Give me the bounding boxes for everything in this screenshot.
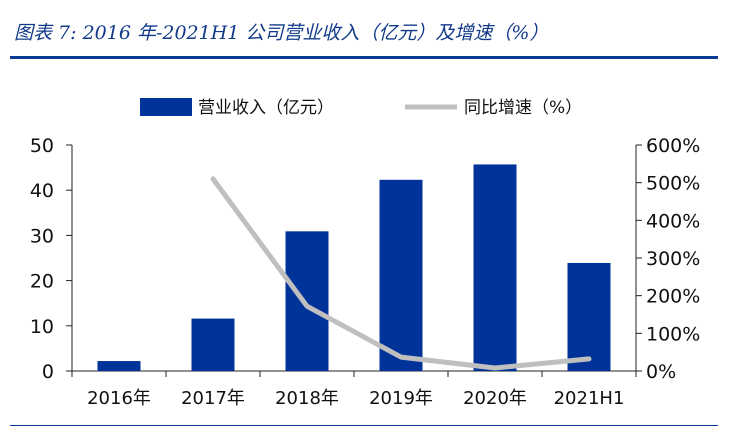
growth-line	[210, 176, 592, 371]
left-tick-label: 40	[30, 180, 54, 202]
right-tick-label: 0%	[646, 361, 676, 383]
revenue-bar	[191, 318, 235, 371]
x-tick-label: 2018年	[275, 388, 339, 409]
legend-line-label: 同比增速（%）	[464, 98, 582, 118]
left-tick-label: 30	[30, 225, 54, 247]
x-tick-label: 2021H1	[554, 388, 625, 409]
bars	[97, 164, 611, 371]
x-axis-ticks: 2016年 2017年 2018年 2019年 2020年 2021H1	[71, 371, 637, 409]
right-axis-ticks: 0% 100% 200% 300% 400% 500% 600%	[636, 135, 700, 383]
x-tick-label: 2017年	[181, 388, 245, 409]
revenue-bar	[473, 164, 517, 371]
legend-bar-label: 营业收入（亿元）	[198, 98, 334, 118]
figure-title: 图表 7: 2016 年-2021H1 公司营业收入（亿元）及增速（%）	[14, 22, 549, 44]
left-tick-label: 50	[30, 135, 54, 157]
title-rule	[10, 56, 718, 59]
right-tick-label: 400%	[646, 210, 700, 232]
growth-polyline	[210, 176, 592, 371]
revenue-bar	[379, 179, 423, 371]
left-tick-label: 10	[30, 316, 54, 338]
x-tick-label: 2019年	[369, 388, 433, 409]
legend: 营业收入（亿元） 同比增速（%）	[140, 98, 582, 118]
revenue-bar	[285, 231, 329, 371]
right-tick-label: 500%	[646, 173, 700, 195]
legend-bar-swatch	[140, 98, 192, 116]
right-tick-label: 600%	[646, 135, 700, 157]
revenue-bar	[567, 262, 611, 371]
x-tick-label: 2020年	[463, 388, 527, 409]
bottom-rule	[10, 425, 718, 426]
axes	[71, 145, 637, 372]
left-tick-label: 20	[30, 271, 54, 293]
right-tick-label: 100%	[646, 323, 700, 345]
x-tick-label: 2016年	[87, 388, 151, 409]
left-axis-ticks: 0 10 20 30 40 50	[30, 135, 72, 383]
right-tick-label: 300%	[646, 248, 700, 270]
right-tick-label: 200%	[646, 286, 700, 308]
revenue-bar	[97, 361, 141, 371]
left-tick-label: 0	[42, 361, 54, 383]
